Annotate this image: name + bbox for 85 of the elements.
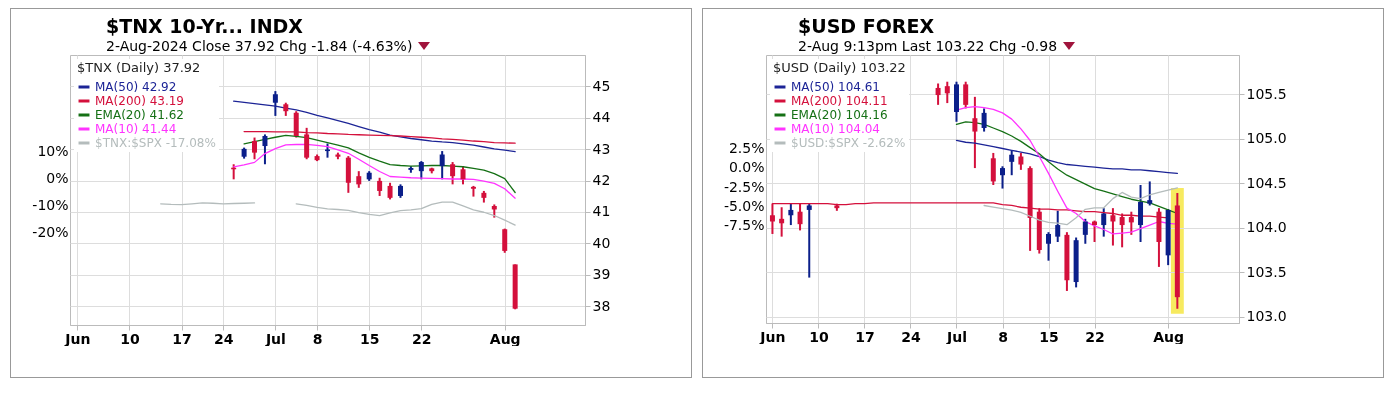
y-tick-label: 105.0 <box>1246 130 1287 147</box>
candlestick <box>1147 180 1153 207</box>
y2-tick-label: 10% <box>37 142 69 159</box>
y-tick-label: 103.0 <box>1246 308 1287 325</box>
candlestick <box>972 95 978 170</box>
candlestick <box>262 133 268 166</box>
legend-title: $USD (Daily) 103.22 <box>773 60 906 75</box>
candlestick <box>1138 183 1144 243</box>
candlestick <box>788 202 794 227</box>
candlestick <box>377 176 383 197</box>
y2-tick-label: -5.0% <box>723 197 765 214</box>
y2-tick-label: -7.5% <box>723 216 765 233</box>
x-tick-label: 8 <box>312 330 323 347</box>
line-series <box>955 139 1178 175</box>
x-tick-label: Aug <box>489 330 521 347</box>
chart-subtitle: 2-Aug-2024 Close 37.92 Chg -1.84 (-4.63%) <box>106 37 413 55</box>
line-series <box>243 134 516 194</box>
candlestick <box>806 202 812 279</box>
legend-label: EMA(20) 41.62 <box>95 108 184 122</box>
y-tick-label: 42 <box>592 172 611 189</box>
y-tick-label: 38 <box>592 297 611 314</box>
candlestick <box>779 206 785 238</box>
legend-label: $TNX:$SPX -17.08% <box>95 136 216 150</box>
candlestick <box>450 161 456 186</box>
candlestick <box>460 165 466 186</box>
candlestick <box>990 151 996 186</box>
candlestick <box>981 107 987 133</box>
candlestick <box>272 90 278 117</box>
legend-label: MA(50) 42.92 <box>95 80 177 94</box>
y-tick-label: 45 <box>592 77 611 94</box>
y-tick-label: 40 <box>592 234 611 251</box>
candlestick <box>502 227 508 254</box>
x-tick-label: Jul <box>264 330 286 347</box>
candlestick <box>439 150 445 181</box>
x-tick-label: 22 <box>1085 328 1105 345</box>
y-tick-label: 104.5 <box>1246 174 1287 191</box>
chart-title: $USD FOREX <box>798 15 936 37</box>
x-tick-label: 17 <box>855 328 875 345</box>
y-tick-label: 104.0 <box>1246 219 1287 236</box>
y-tick-label: 105.5 <box>1246 85 1287 102</box>
x-tick-label: 24 <box>214 330 234 347</box>
y-tick-label: 39 <box>592 266 611 283</box>
candlestick <box>944 80 950 105</box>
legend-label: EMA(20) 104.16 <box>791 108 888 122</box>
legend-label: MA(200) 104.11 <box>791 94 888 108</box>
x-tick-label: 15 <box>1039 328 1059 345</box>
x-tick-label: Aug <box>1153 328 1185 345</box>
candlestick <box>1009 149 1015 177</box>
y-tick-label: 41 <box>592 203 611 220</box>
y2-tick-label: 2.5% <box>728 140 765 157</box>
x-tick-label: Jul <box>946 328 967 345</box>
y2-tick-label: -10% <box>32 197 69 214</box>
x-tick-label: 10 <box>809 328 829 345</box>
y2-tick-label: 0% <box>46 169 69 186</box>
legend-label: MA(10) 41.44 <box>95 122 177 136</box>
legend-title: $TNX (Daily) 37.92 <box>77 60 201 75</box>
y2-tick-label: 0.0% <box>728 159 765 176</box>
legend-label: MA(10) 104.04 <box>791 122 880 136</box>
x-tick-label: 8 <box>998 328 1008 345</box>
candlestick <box>963 80 969 110</box>
line-series <box>233 100 516 153</box>
x-tick-label: Jun <box>64 330 91 347</box>
candlestick <box>1000 165 1005 190</box>
x-tick-label: 15 <box>359 330 380 347</box>
chart-subtitle: 2-Aug 9:13pm Last 103.22 Chg -0.98 <box>798 37 1058 55</box>
legend-label: MA(50) 104.61 <box>791 80 880 94</box>
x-tick-label: Jun <box>759 328 786 345</box>
y-tick-label: 43 <box>592 140 611 157</box>
x-tick-label: 24 <box>901 328 921 345</box>
candlestick <box>1055 209 1061 243</box>
x-tick-label: 17 <box>172 330 192 347</box>
chart-title: $TNX 10-Yr... INDX <box>106 15 304 37</box>
x-tick-label: 22 <box>412 330 432 347</box>
y-tick-label: 103.5 <box>1246 263 1287 280</box>
candlestick <box>1046 231 1052 262</box>
legend-label: MA(200) 43.19 <box>95 94 184 108</box>
legend-label: $USD:$SPX -2.62% <box>791 136 906 150</box>
candlestick <box>935 82 941 106</box>
x-tick-label: 10 <box>120 330 140 347</box>
y2-tick-label: -20% <box>32 224 69 241</box>
candlestick <box>1082 217 1088 245</box>
candlestick <box>252 136 258 161</box>
candlestick <box>1101 207 1107 238</box>
y-tick-label: 44 <box>592 109 611 126</box>
y2-tick-label: -2.5% <box>723 178 765 195</box>
